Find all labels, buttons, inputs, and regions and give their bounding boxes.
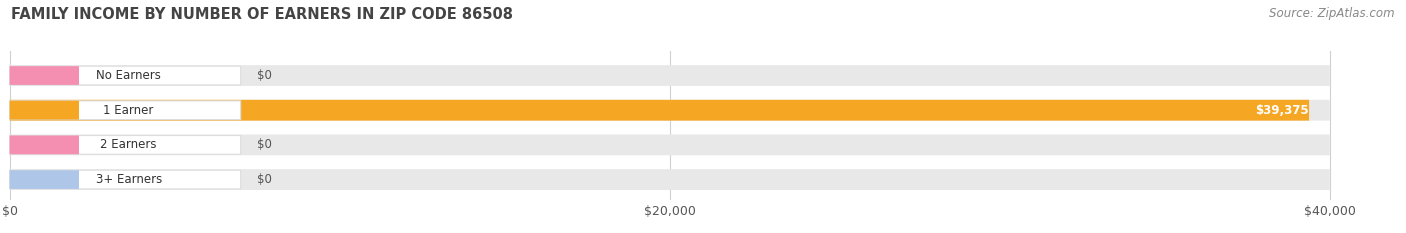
Text: FAMILY INCOME BY NUMBER OF EARNERS IN ZIP CODE 86508: FAMILY INCOME BY NUMBER OF EARNERS IN ZI… [11, 7, 513, 22]
Text: 1 Earner: 1 Earner [104, 104, 153, 117]
FancyBboxPatch shape [10, 100, 1309, 121]
FancyBboxPatch shape [10, 100, 1330, 121]
FancyBboxPatch shape [10, 101, 240, 120]
Text: $0: $0 [256, 173, 271, 186]
Text: $0: $0 [256, 69, 271, 82]
Text: $0: $0 [256, 138, 271, 151]
FancyBboxPatch shape [10, 136, 240, 154]
FancyBboxPatch shape [10, 170, 240, 189]
Text: 2 Earners: 2 Earners [100, 138, 157, 151]
Text: No Earners: No Earners [96, 69, 162, 82]
FancyBboxPatch shape [10, 136, 79, 154]
FancyBboxPatch shape [10, 170, 79, 189]
FancyBboxPatch shape [10, 66, 240, 85]
Text: 3+ Earners: 3+ Earners [96, 173, 162, 186]
Text: Source: ZipAtlas.com: Source: ZipAtlas.com [1270, 7, 1395, 20]
FancyBboxPatch shape [10, 65, 1330, 86]
FancyBboxPatch shape [10, 101, 79, 120]
Text: $39,375: $39,375 [1256, 104, 1309, 117]
FancyBboxPatch shape [10, 169, 1330, 190]
FancyBboxPatch shape [10, 66, 79, 85]
FancyBboxPatch shape [10, 134, 1330, 155]
